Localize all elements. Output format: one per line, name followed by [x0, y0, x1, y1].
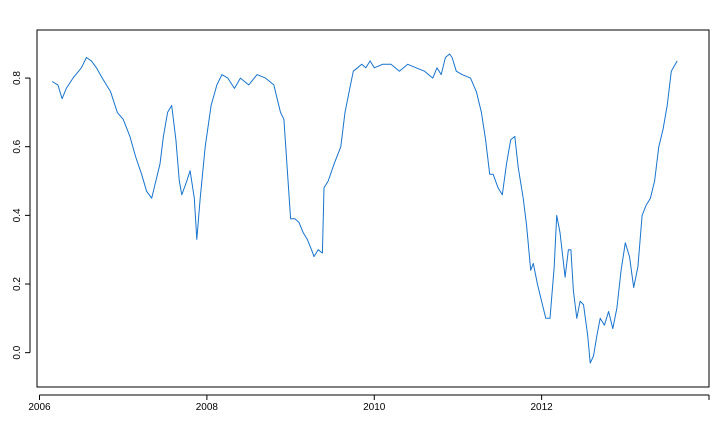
y-tick-label-1: 0.2: [12, 277, 23, 291]
series-layer: [51, 53, 678, 364]
y-tick-label-0: 0.0: [12, 345, 23, 359]
y-axis: 0.0 0.2 0.4 0.6 0.8: [12, 71, 31, 360]
y-tick-label-2: 0.4: [12, 208, 23, 222]
x-axis: 2006 2008 2010 2012: [28, 394, 710, 413]
x-tick-label-3: 2012: [531, 402, 554, 413]
y-tick-label-4: 0.8: [12, 71, 23, 85]
x-tick-label-1: 2008: [196, 402, 219, 413]
y-tick-label-3: 0.6: [12, 139, 23, 153]
series-line-0: [51, 53, 678, 364]
plot-frame: [36, 29, 710, 388]
x-tick-label-2: 2010: [363, 402, 386, 413]
x-tick-label-0: 2006: [28, 402, 51, 413]
